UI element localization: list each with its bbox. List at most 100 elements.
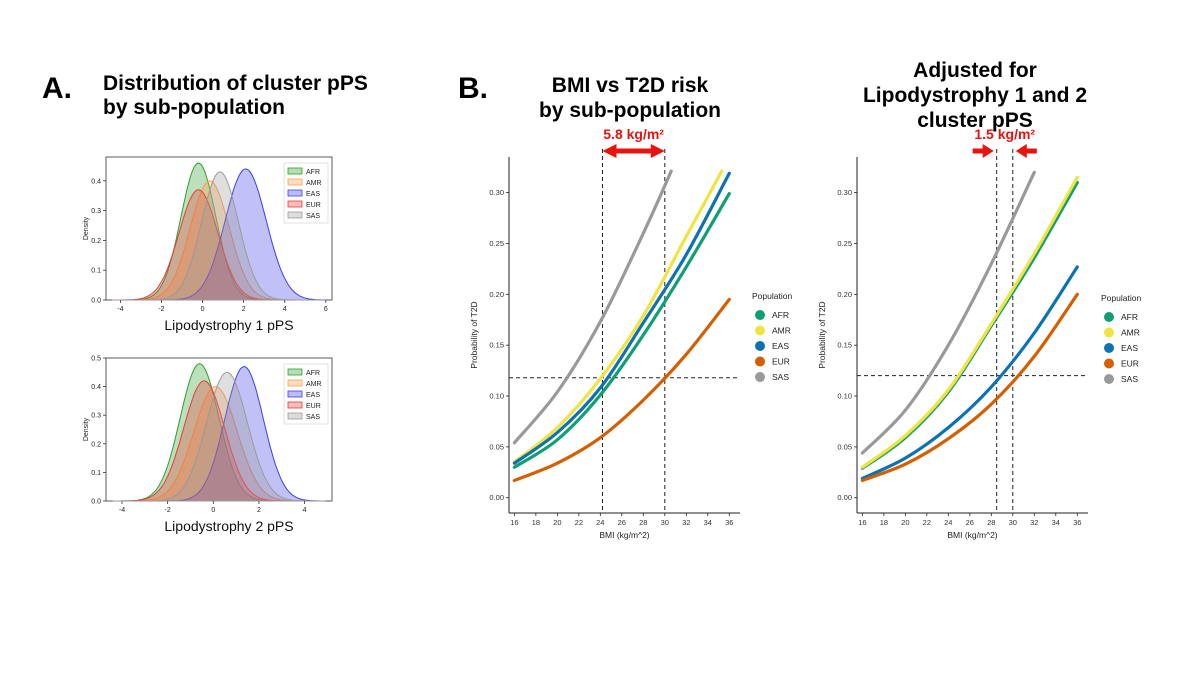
x-tick-label: 28 — [987, 518, 995, 527]
x-tick-label: 16 — [858, 518, 866, 527]
panel-b-title: BMI vs T2D risk by sub-population — [520, 73, 740, 123]
density-area-sas — [112, 371, 326, 502]
x-tick-label: -2 — [158, 306, 164, 313]
y-tick-label: 0.3 — [91, 413, 101, 420]
legend-label-sas: SAS — [306, 213, 320, 220]
y-tick-label: 0.30 — [489, 188, 504, 197]
legend-label-sas: SAS — [306, 414, 320, 421]
x-tick-label: 28 — [639, 518, 647, 527]
panel-a-title: Distribution of cluster pPS by sub-popul… — [103, 72, 403, 120]
series-line-amr — [860, 175, 1079, 469]
x-tick-label: 26 — [966, 518, 974, 527]
y-tick-label: 0.30 — [837, 188, 852, 197]
x-tick-label: 18 — [532, 518, 540, 527]
x-tick-label: 30 — [1009, 518, 1017, 527]
legend-label-afr: AFR — [306, 169, 320, 176]
legend-box — [283, 363, 329, 425]
y-tick-label: 0.25 — [489, 239, 504, 248]
series-line-eur — [860, 292, 1079, 483]
series-line-eas — [512, 171, 731, 465]
x-tick-label: 34 — [704, 518, 712, 527]
legend-label-sas: SAS — [772, 372, 789, 382]
legend-label-amr: AMR — [306, 381, 322, 388]
legend-swatch-eur — [287, 401, 303, 409]
x-tick-label: 20 — [901, 518, 909, 527]
legend-dot-afr — [755, 310, 765, 320]
annotation-arrowhead-right — [650, 144, 665, 158]
x-tick-label: 0 — [201, 306, 205, 313]
legend-label-eur: EUR — [306, 403, 321, 410]
annotation-arrowhead-right — [1015, 144, 1027, 158]
y-tick-label: 0.10 — [837, 392, 852, 401]
legend-dot-amr — [755, 325, 765, 336]
x-tick-label: 18 — [880, 518, 888, 527]
legend-label-sas: SAS — [1121, 374, 1138, 384]
y-tick-label: 0.0 — [91, 298, 101, 305]
y-tick-label: 0.0 — [91, 499, 101, 506]
annotation-label: 1.5 kg/m² — [974, 126, 1035, 142]
legend-swatch-afr — [287, 368, 303, 376]
y-tick-label: 0.5 — [91, 356, 101, 363]
x-axis-label: Lipodystrophy 2 pPS — [164, 518, 293, 534]
x-tick-label: 24 — [596, 518, 604, 527]
legend-dot-eas — [755, 341, 765, 351]
legend-swatch-sas — [287, 412, 303, 420]
x-axis-label: BMI (kg/m^2) — [599, 530, 649, 540]
y-axis-label: Density — [83, 216, 90, 240]
x-tick-label: 20 — [553, 518, 561, 527]
x-tick-label: 2 — [257, 507, 261, 514]
x-tick-label: 32 — [1030, 518, 1038, 527]
legend-swatch-amr — [287, 178, 303, 186]
legend-label-eur: EUR — [306, 202, 321, 209]
panel-c-title-line2: Lipodystrophy 1 and 2 — [862, 84, 1088, 107]
x-tick-label: 0 — [211, 507, 215, 514]
legend-swatch-sas — [287, 211, 303, 219]
panel-a-letter: A. — [42, 72, 72, 105]
x-tick-label: 30 — [661, 518, 669, 527]
y-tick-label: 0.2 — [91, 441, 101, 448]
x-tick-label: -4 — [119, 507, 125, 514]
legend-label-eas: EAS — [306, 392, 320, 399]
series-line-afr — [860, 180, 1079, 470]
x-tick-label: 24 — [944, 518, 952, 527]
x-tick-label: 32 — [682, 518, 690, 527]
legend-label-amr: AMR — [306, 180, 322, 187]
legend-label-eur: EUR — [1121, 359, 1139, 369]
legend-title: Population — [752, 291, 792, 301]
y-tick-label: 0.2 — [91, 238, 101, 245]
x-axis-label: Lipodystrophy 1 pPS — [164, 317, 293, 333]
y-axis-label: Density — [83, 417, 90, 441]
legend-label-afr: AFR — [306, 370, 320, 377]
legend-swatch-amr — [287, 379, 303, 387]
x-tick-label: 22 — [923, 518, 931, 527]
legend-swatch-eas — [287, 189, 303, 197]
legend-label-afr: AFR — [1121, 312, 1138, 322]
y-axis-label: Probability of T2D — [817, 301, 827, 368]
series-line-eas — [860, 265, 1079, 480]
panel-b-title-line1: BMI vs T2D risk — [551, 74, 709, 97]
legend-swatch-afr — [287, 167, 303, 175]
legend-label-eur: EUR — [772, 357, 790, 367]
legend-swatch-eur — [287, 200, 303, 208]
legend-title: Population — [1101, 293, 1141, 303]
x-tick-label: 34 — [1052, 518, 1060, 527]
legend-label-eas: EAS — [772, 341, 789, 351]
y-tick-label: 0.25 — [837, 239, 852, 248]
panel-b-title-line2: by sub-population — [539, 99, 721, 122]
x-tick-label: 26 — [618, 518, 626, 527]
y-axis-label: Probability of T2D — [469, 301, 479, 368]
y-tick-label: 0.10 — [489, 392, 504, 401]
legend-dot-eas — [1104, 343, 1114, 353]
legend-dot-eur — [755, 356, 765, 367]
panel-a-title-line1: Distribution of cluster pPS — [103, 72, 368, 95]
x-tick-label: 6 — [324, 306, 328, 313]
y-tick-label: 0.3 — [91, 208, 101, 215]
panel-c-title-line1: Adjusted for — [913, 59, 1037, 82]
y-tick-label: 0.4 — [91, 384, 101, 391]
x-tick-label: 22 — [575, 518, 583, 527]
y-tick-label: 0.15 — [489, 341, 504, 350]
x-tick-label: -2 — [165, 507, 171, 514]
panel-c-title-line3: cluster pPS — [917, 109, 1033, 132]
